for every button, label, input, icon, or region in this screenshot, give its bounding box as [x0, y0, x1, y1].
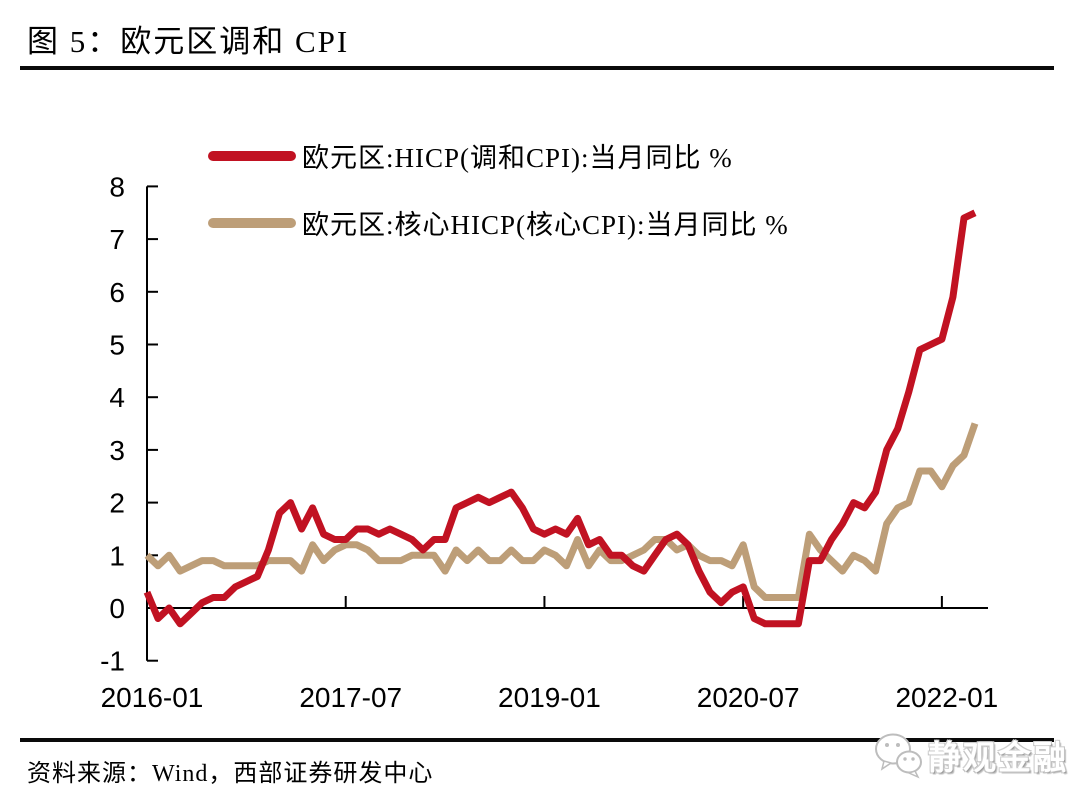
svg-text:2022-01: 2022-01	[895, 682, 998, 713]
legend-item-core-hicp: 欧元区:核心HICP(核心CPI):当月同比 %	[208, 203, 789, 242]
svg-text:3: 3	[109, 435, 125, 466]
legend-label-hicp: 欧元区:HICP(调和CPI):当月同比 %	[302, 143, 733, 173]
legend-item-hicp: 欧元区:HICP(调和CPI):当月同比 %	[208, 136, 733, 175]
figure-title: 图 5：欧元区调和 CPI	[27, 24, 350, 59]
brand-watermark: 静观金融	[872, 731, 1068, 779]
legend-label-core-hicp: 欧元区:核心HICP(核心CPI):当月同比 %	[302, 210, 789, 240]
data-source-note: 资料来源：Wind，西部证券研发中心	[27, 761, 434, 787]
watermark-text: 静观金融	[928, 741, 1068, 777]
svg-text:-1: -1	[100, 646, 125, 677]
top-divider-line	[20, 66, 1054, 70]
svg-text:2: 2	[109, 488, 125, 519]
svg-text:2017-07: 2017-07	[299, 682, 402, 713]
core-hicp-line-swatch	[208, 217, 296, 228]
svg-text:8: 8	[109, 171, 125, 202]
svg-text:2019-01: 2019-01	[498, 682, 601, 713]
svg-text:2020-07: 2020-07	[697, 682, 800, 713]
svg-text:2016-01: 2016-01	[101, 682, 204, 713]
svg-text:0: 0	[109, 593, 125, 624]
svg-text:5: 5	[109, 330, 125, 361]
svg-text:6: 6	[109, 277, 125, 308]
svg-text:1: 1	[109, 540, 125, 571]
wechat-bubbles-icon	[875, 733, 922, 779]
hicp-line-swatch	[208, 150, 296, 161]
bottom-divider-line	[20, 738, 1054, 742]
svg-text:4: 4	[109, 382, 125, 413]
svg-text:7: 7	[109, 224, 125, 255]
